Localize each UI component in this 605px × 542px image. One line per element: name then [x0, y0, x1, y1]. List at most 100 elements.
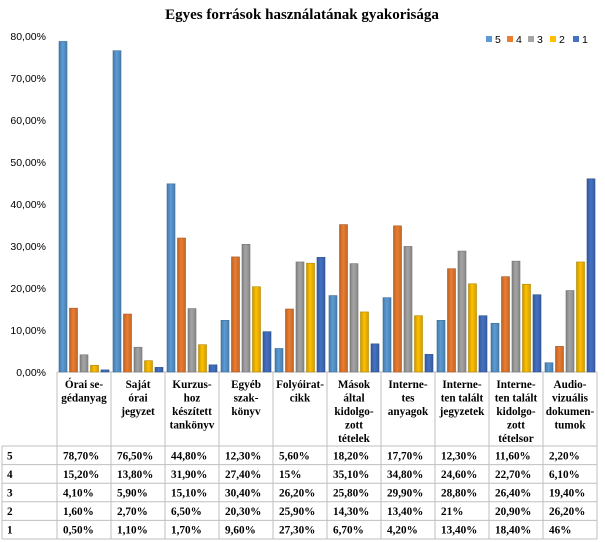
legend-label: 5 [495, 34, 501, 46]
bar-series-5 [490, 322, 500, 373]
legend-label: 3 [537, 34, 543, 46]
table-cell: 20,30% [225, 506, 261, 518]
table-cell: 2,20% [549, 450, 580, 462]
bar-series-1 [100, 369, 110, 373]
chart-title: Egyes források használatának gyakorisága [165, 7, 439, 23]
table-cell: 2,70% [117, 506, 148, 518]
bar-series-4 [501, 276, 510, 373]
bar-series-3 [511, 260, 521, 373]
table-cell: 26,20% [549, 506, 585, 518]
table-row-key: 4 [7, 469, 13, 481]
bar-series-4 [285, 308, 294, 373]
table-cell: 24,60% [441, 469, 477, 481]
bar-series-4 [447, 268, 456, 373]
y-tick-label: 50,00% [10, 157, 46, 169]
bar-series-3 [295, 261, 305, 373]
bar-series-1 [478, 315, 488, 373]
table-cell: 4,20% [387, 525, 418, 537]
bar-series-3 [187, 308, 197, 373]
bar-series-4 [123, 313, 132, 373]
bar-series-2 [468, 283, 477, 373]
bar-series-2 [90, 364, 99, 373]
bar-series-4 [339, 224, 348, 373]
table-cell: 13,40% [387, 506, 423, 518]
bar-series-3 [457, 250, 467, 373]
table-cell: 28,80% [441, 488, 477, 500]
bar-series-5 [544, 362, 554, 373]
y-tick-label: 80,00% [10, 31, 46, 43]
table-cell: 25,80% [333, 488, 369, 500]
y-tick-label: 40,00% [10, 199, 46, 211]
legend-label: 2 [559, 34, 565, 46]
legend-label: 1 [582, 34, 588, 46]
bar-series-2 [360, 311, 369, 373]
bar-series-3 [565, 290, 575, 373]
bar-series-2 [306, 262, 315, 373]
table-cell: 13,40% [441, 525, 477, 537]
bar-series-5 [220, 320, 230, 373]
bars-group [58, 41, 596, 373]
y-tick-label: 60,00% [10, 115, 46, 127]
legend-label: 4 [516, 34, 522, 46]
table-cell: 5,90% [117, 488, 148, 500]
table-cell: 15,10% [171, 488, 207, 500]
bar-series-3 [403, 246, 413, 373]
table-cell: 29,90% [387, 488, 423, 500]
bar-series-3 [133, 346, 143, 373]
bar-series-5 [58, 41, 68, 373]
table-cell: 21% [441, 506, 463, 518]
table-cell: 1,70% [171, 525, 202, 537]
bar-series-4 [231, 256, 240, 373]
table-cell: 34,80% [387, 469, 423, 481]
table-cell: 17,70% [387, 450, 423, 462]
bar-series-1 [424, 354, 434, 373]
bar-series-1 [316, 257, 326, 373]
bar-series-4 [177, 237, 186, 373]
category-label: Egyéb szak-könyv [231, 379, 261, 418]
table-cell: 78,70% [63, 450, 99, 462]
legend-swatch [486, 36, 492, 42]
y-tick-label: 30,00% [10, 241, 46, 253]
legend-swatch [550, 36, 556, 42]
table-cell: 6,50% [171, 506, 202, 518]
table-cell: 26,40% [495, 488, 531, 500]
category-label: Interne-ten talált jegyzetek [439, 379, 486, 418]
category-label: Interne-ten talált kidolgo-zott tételsor [495, 379, 538, 445]
bar-series-1 [208, 364, 218, 373]
bar-series-2 [252, 286, 261, 373]
table-cell: 22,70% [495, 469, 531, 481]
table-cell: 25,90% [279, 506, 315, 518]
table-cell: 18,20% [333, 450, 369, 462]
category-label: Interne-tes anyagok [388, 379, 429, 418]
table-cell: 76,50% [117, 450, 153, 462]
table-cell: 27,40% [225, 469, 261, 481]
table-cell: 6,10% [549, 469, 580, 481]
table-cell: 12,30% [441, 450, 477, 462]
category-label: Kurzus-hoz készített tankönyv [170, 379, 215, 432]
y-axis: 0,00% 10,00% 20,00% 30,00% 40,00% 50,00% 60,00… [10, 31, 597, 379]
bar-series-4 [69, 307, 78, 373]
bar-series-1 [262, 331, 272, 373]
bar-series-5 [112, 50, 122, 373]
data-table: Órai se-gédanyag Saját órai jegyzet Kurzus-h… [1, 372, 598, 540]
table-cell: 15% [279, 469, 301, 481]
table-cell: 30,40% [225, 488, 261, 500]
bar-series-4 [555, 346, 564, 373]
table-cell: 6,70% [333, 525, 364, 537]
bar-series-5 [166, 183, 176, 373]
y-tick-label: 10,00% [10, 325, 46, 337]
bar-series-3 [79, 354, 89, 373]
bar-series-3 [241, 244, 251, 373]
y-tick-label: 20,00% [10, 283, 46, 295]
table-cell: 31,90% [171, 469, 207, 481]
table-cell: 12,30% [225, 450, 261, 462]
legend-swatch [528, 36, 534, 42]
bar-series-2 [576, 261, 585, 373]
table-cell: 27,30% [279, 525, 315, 537]
legend-swatch [507, 36, 513, 42]
table-cell: 0,50% [63, 525, 94, 537]
bar-series-2 [414, 315, 423, 373]
table-row-key: 1 [7, 525, 13, 537]
table-cell: 13,80% [117, 469, 153, 481]
